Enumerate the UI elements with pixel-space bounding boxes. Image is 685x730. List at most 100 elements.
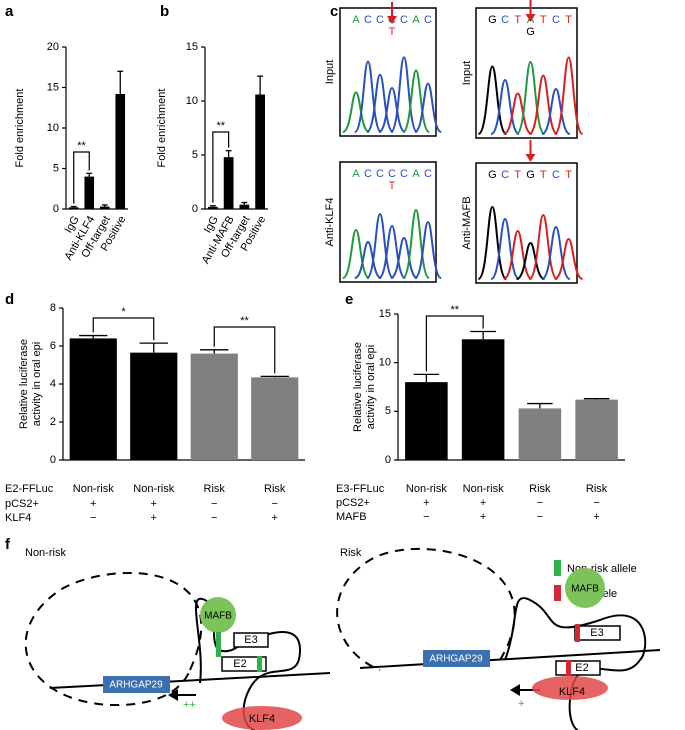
trace-peak [503,229,533,280]
base-call: C [376,168,384,180]
trace-peak [503,92,533,135]
table-cell: + [151,512,157,524]
protein [200,597,236,633]
bar [68,207,79,209]
trace-peak [541,87,571,135]
bar [575,399,618,460]
arrow-head [510,684,520,696]
table-cell: Non-risk [73,483,114,495]
row-label: pCS2+ [5,498,39,510]
base-call: C [388,168,396,180]
trace-peak [413,220,443,279]
trace-peak [414,82,442,133]
y-tick-label: 15 [379,308,391,320]
y-tick-label: 10 [186,95,198,107]
table-cell: − [211,498,217,510]
legend-swatch [554,585,561,601]
y-axis-label: activity in oral epi [365,345,377,429]
base-call: C [424,168,432,180]
panel-label: a [5,3,14,20]
panel-label: b [160,3,169,20]
table-cell: + [480,511,486,523]
y-tick-label: 0 [53,203,59,215]
row-label: MAFB [336,511,367,523]
base-call: A [412,168,420,180]
trace-peak [401,69,431,133]
trace-peak [342,91,370,133]
trace-box [339,7,437,137]
table-cell: − [593,497,599,509]
base-call: C [552,14,560,26]
y-axis-label: activity in oral epi [31,342,43,426]
trace-peak [477,65,508,135]
base-call: C [376,14,384,26]
base-call: C [424,14,432,26]
significance-label: ** [450,304,459,316]
trace-peak [365,212,395,279]
allele [575,624,580,642]
bar [461,339,505,460]
arrow-head [525,14,536,22]
row-label: E2-FFLuc [5,483,54,495]
y-tick-label: 0 [192,203,198,215]
protein-label: KLF4 [249,713,275,725]
panel-label: e [345,291,353,308]
base-call: C [364,14,372,26]
trace-peak [365,73,395,133]
y-tick-label: 5 [53,162,59,174]
y-tick-label: 5 [385,405,391,417]
trace-peak [516,241,545,280]
trace-peak [541,225,571,280]
loop [336,547,516,671]
base-call: C [400,168,408,180]
allele [257,656,262,672]
trace-peak [528,213,559,280]
table-cell: + [151,498,157,510]
trace-peak [378,86,406,133]
element-box [221,656,267,672]
trace-peak [490,78,520,135]
base-call: A [412,14,420,26]
base-call: T [565,14,572,26]
y-axis-label: Relative luciferase [18,339,30,429]
trace-label: Anti-KLF4 [324,198,336,247]
row-label: E3-FFLuc [336,483,385,495]
protein [565,568,605,608]
table-cell: − [90,512,96,524]
loop [24,571,203,707]
protein [222,706,302,730]
variant-call: G [526,26,535,38]
bar [405,382,448,460]
significance-label: ** [77,140,86,152]
base-call: G [488,14,497,26]
table-cell: − [537,497,543,509]
y-tick-label: 20 [47,41,59,53]
table-cell: − [272,498,278,510]
table-cell: + [480,497,486,509]
y-tick-label: 10 [379,357,391,369]
trace-peak [477,205,508,280]
element-box [233,632,269,648]
trace-peak [354,240,382,279]
base-call: G [526,169,535,181]
y-tick-label: 15 [186,41,198,53]
trace-peak [353,60,383,133]
base-call: C [501,14,509,26]
gene-box [103,676,170,693]
y-tick-label: 0 [50,454,56,466]
bar [84,176,95,209]
table-cell: − [537,511,543,523]
table-cell: + [423,497,429,509]
trace-peak [553,56,584,135]
row-label: KLF4 [5,512,31,524]
trace-label: Input [324,60,336,84]
panel-label: f [5,536,11,553]
significance-bracket [212,131,230,203]
significance-label: * [121,306,126,318]
gene-label: ARHGAP29 [429,654,483,665]
table-cell: Non-risk [463,483,504,495]
y-tick-label: 6 [50,340,56,352]
dna [49,672,331,689]
table-cell: − [423,511,429,523]
